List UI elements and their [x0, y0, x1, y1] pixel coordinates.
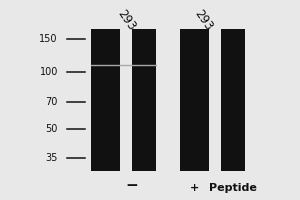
- Text: 50: 50: [46, 124, 58, 134]
- Text: −: −: [126, 178, 139, 193]
- Text: 293: 293: [115, 7, 138, 33]
- Text: 35: 35: [46, 153, 58, 163]
- Text: 293: 293: [192, 7, 215, 33]
- Text: 150: 150: [39, 34, 58, 44]
- Text: Peptide: Peptide: [209, 183, 257, 193]
- Bar: [91, 29, 120, 171]
- Bar: [132, 29, 156, 171]
- Text: 70: 70: [46, 97, 58, 107]
- Text: 100: 100: [40, 67, 58, 77]
- Bar: [180, 29, 209, 171]
- Bar: [221, 29, 245, 171]
- Text: +: +: [190, 183, 199, 193]
